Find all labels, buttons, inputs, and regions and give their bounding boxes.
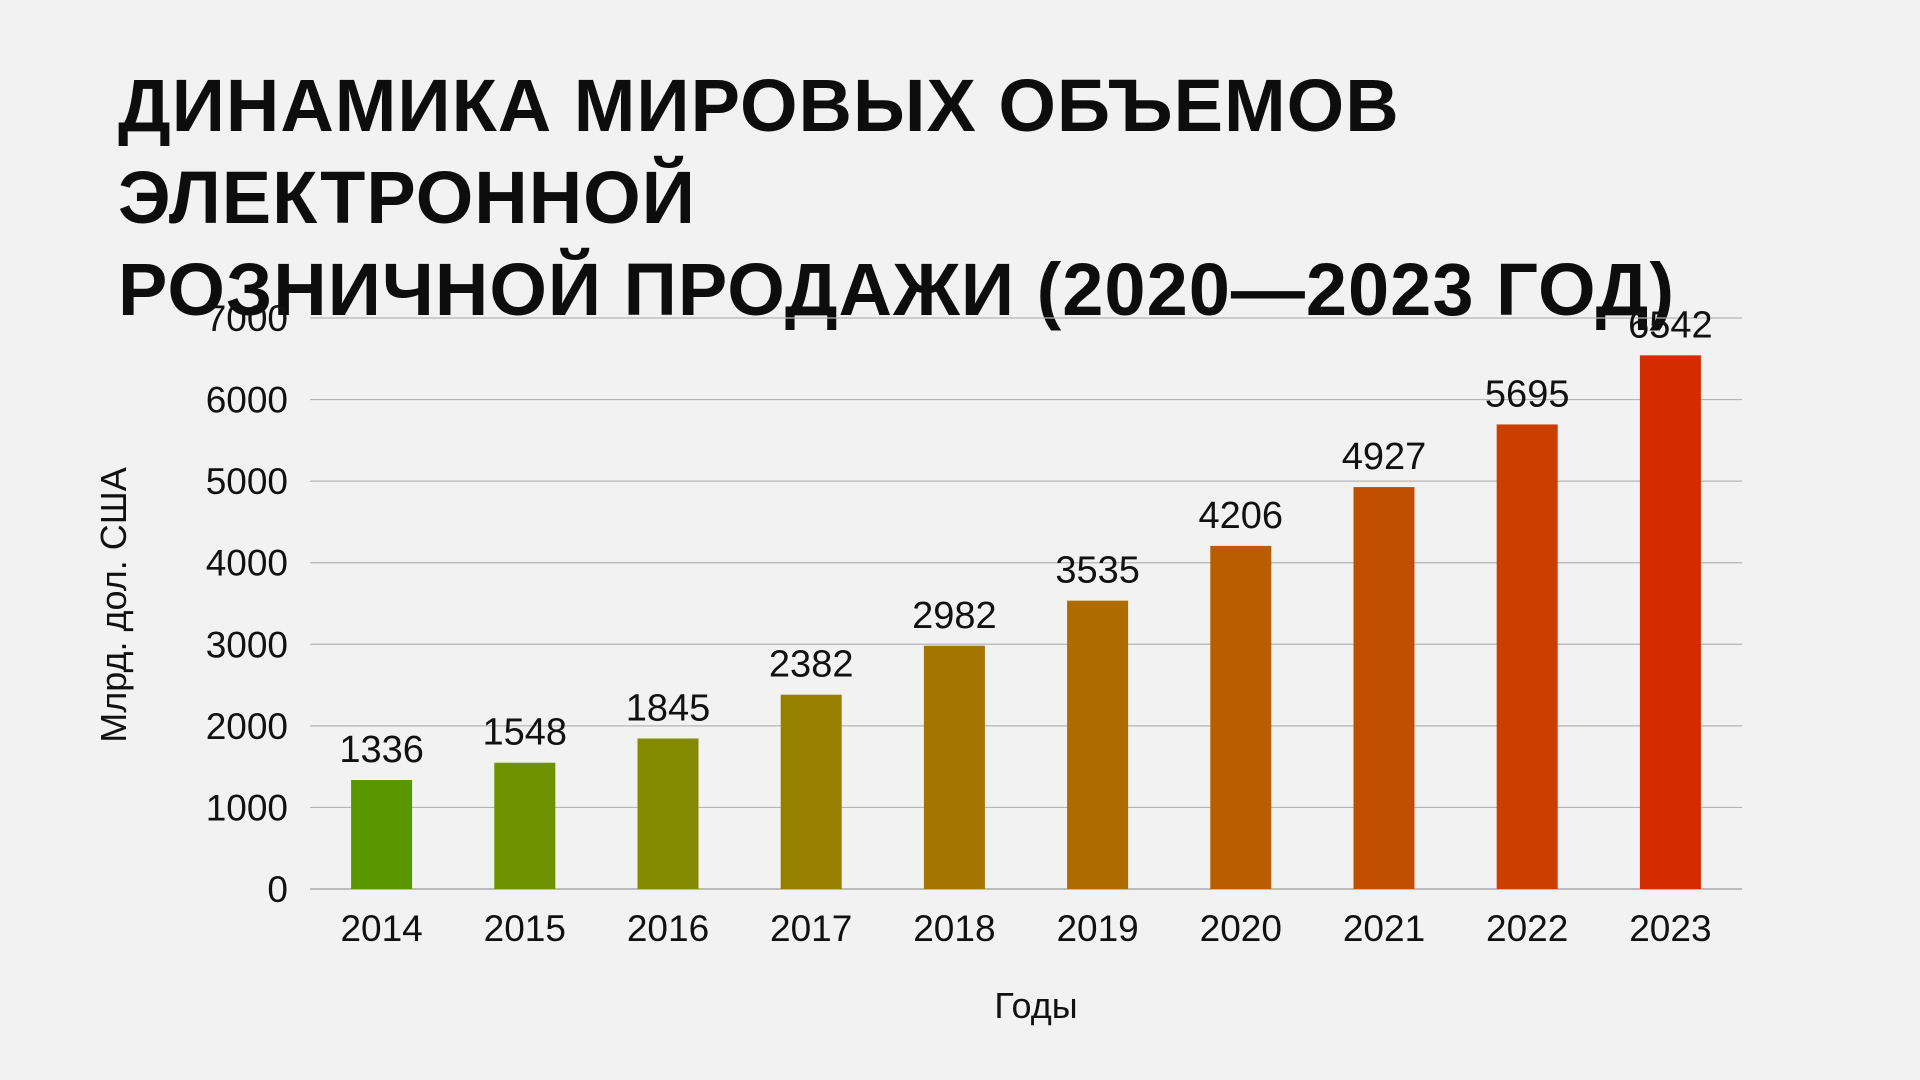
data-labels: 1336 1548 1845 2382 2982 3535 4206 4927 5695 6542	[339, 304, 1712, 771]
x-tick-label: 2019	[1056, 908, 1138, 949]
y-tick-label: 7000	[206, 298, 288, 339]
data-label: 4927	[1342, 436, 1427, 478]
bar	[637, 738, 699, 889]
bar	[1210, 545, 1272, 889]
data-label: 4206	[1199, 495, 1284, 537]
data-label: 6542	[1628, 304, 1713, 346]
data-label: 2382	[769, 644, 854, 686]
x-tick-label: 2023	[1629, 908, 1711, 949]
y-tick-label: 2000	[206, 706, 288, 747]
bar	[494, 762, 556, 889]
bar	[1067, 600, 1129, 889]
bar	[1639, 355, 1701, 889]
x-tick-label: 2022	[1486, 908, 1568, 949]
data-label: 5695	[1485, 373, 1570, 415]
x-axis-ticks: 2014 2015 2016 2017 2018 2019 2020 2021 2022 2023	[340, 908, 1711, 949]
bar	[1353, 487, 1415, 889]
chart-title-line-2: РОЗНИЧНОЙ ПРОДАЖИ (2020—2023 ГОД)	[118, 248, 1675, 331]
y-axis-title: Млрд. дол. США	[93, 467, 134, 742]
y-tick-label: 5000	[206, 461, 288, 502]
chart-title: ДИНАМИКА МИРОВЫХ ОБЪЕМОВ ЭЛЕКТРОННОЙ РОЗ…	[118, 60, 1838, 336]
bar	[351, 780, 413, 889]
y-tick-label: 1000	[206, 787, 288, 828]
chart-title-line-1: ДИНАМИКА МИРОВЫХ ОБЪЕМОВ ЭЛЕКТРОННОЙ	[118, 64, 1400, 239]
y-tick-label: 4000	[206, 543, 288, 584]
bar	[780, 694, 842, 889]
x-tick-label: 2015	[484, 908, 566, 949]
data-label: 3535	[1055, 550, 1140, 592]
x-tick-label: 2018	[913, 908, 995, 949]
y-axis-ticks: 0 1000 2000 3000 4000 5000 6000 7000	[206, 298, 288, 910]
bar	[1496, 424, 1558, 889]
x-tick-label: 2020	[1200, 908, 1282, 949]
data-label: 2982	[912, 595, 997, 637]
y-tick-label: 3000	[206, 624, 288, 665]
data-label: 1336	[339, 729, 424, 771]
y-tick-label: 6000	[206, 380, 288, 421]
x-tick-label: 2017	[770, 908, 852, 949]
y-tick-label: 0	[267, 869, 288, 910]
x-tick-label: 2014	[340, 908, 422, 949]
bars	[351, 355, 1701, 889]
bar	[923, 645, 985, 889]
x-tick-label: 2016	[627, 908, 709, 949]
x-tick-label: 2021	[1343, 908, 1425, 949]
data-label: 1845	[626, 688, 711, 730]
data-label: 1548	[483, 712, 568, 754]
x-axis-title: Годы	[994, 985, 1077, 1026]
